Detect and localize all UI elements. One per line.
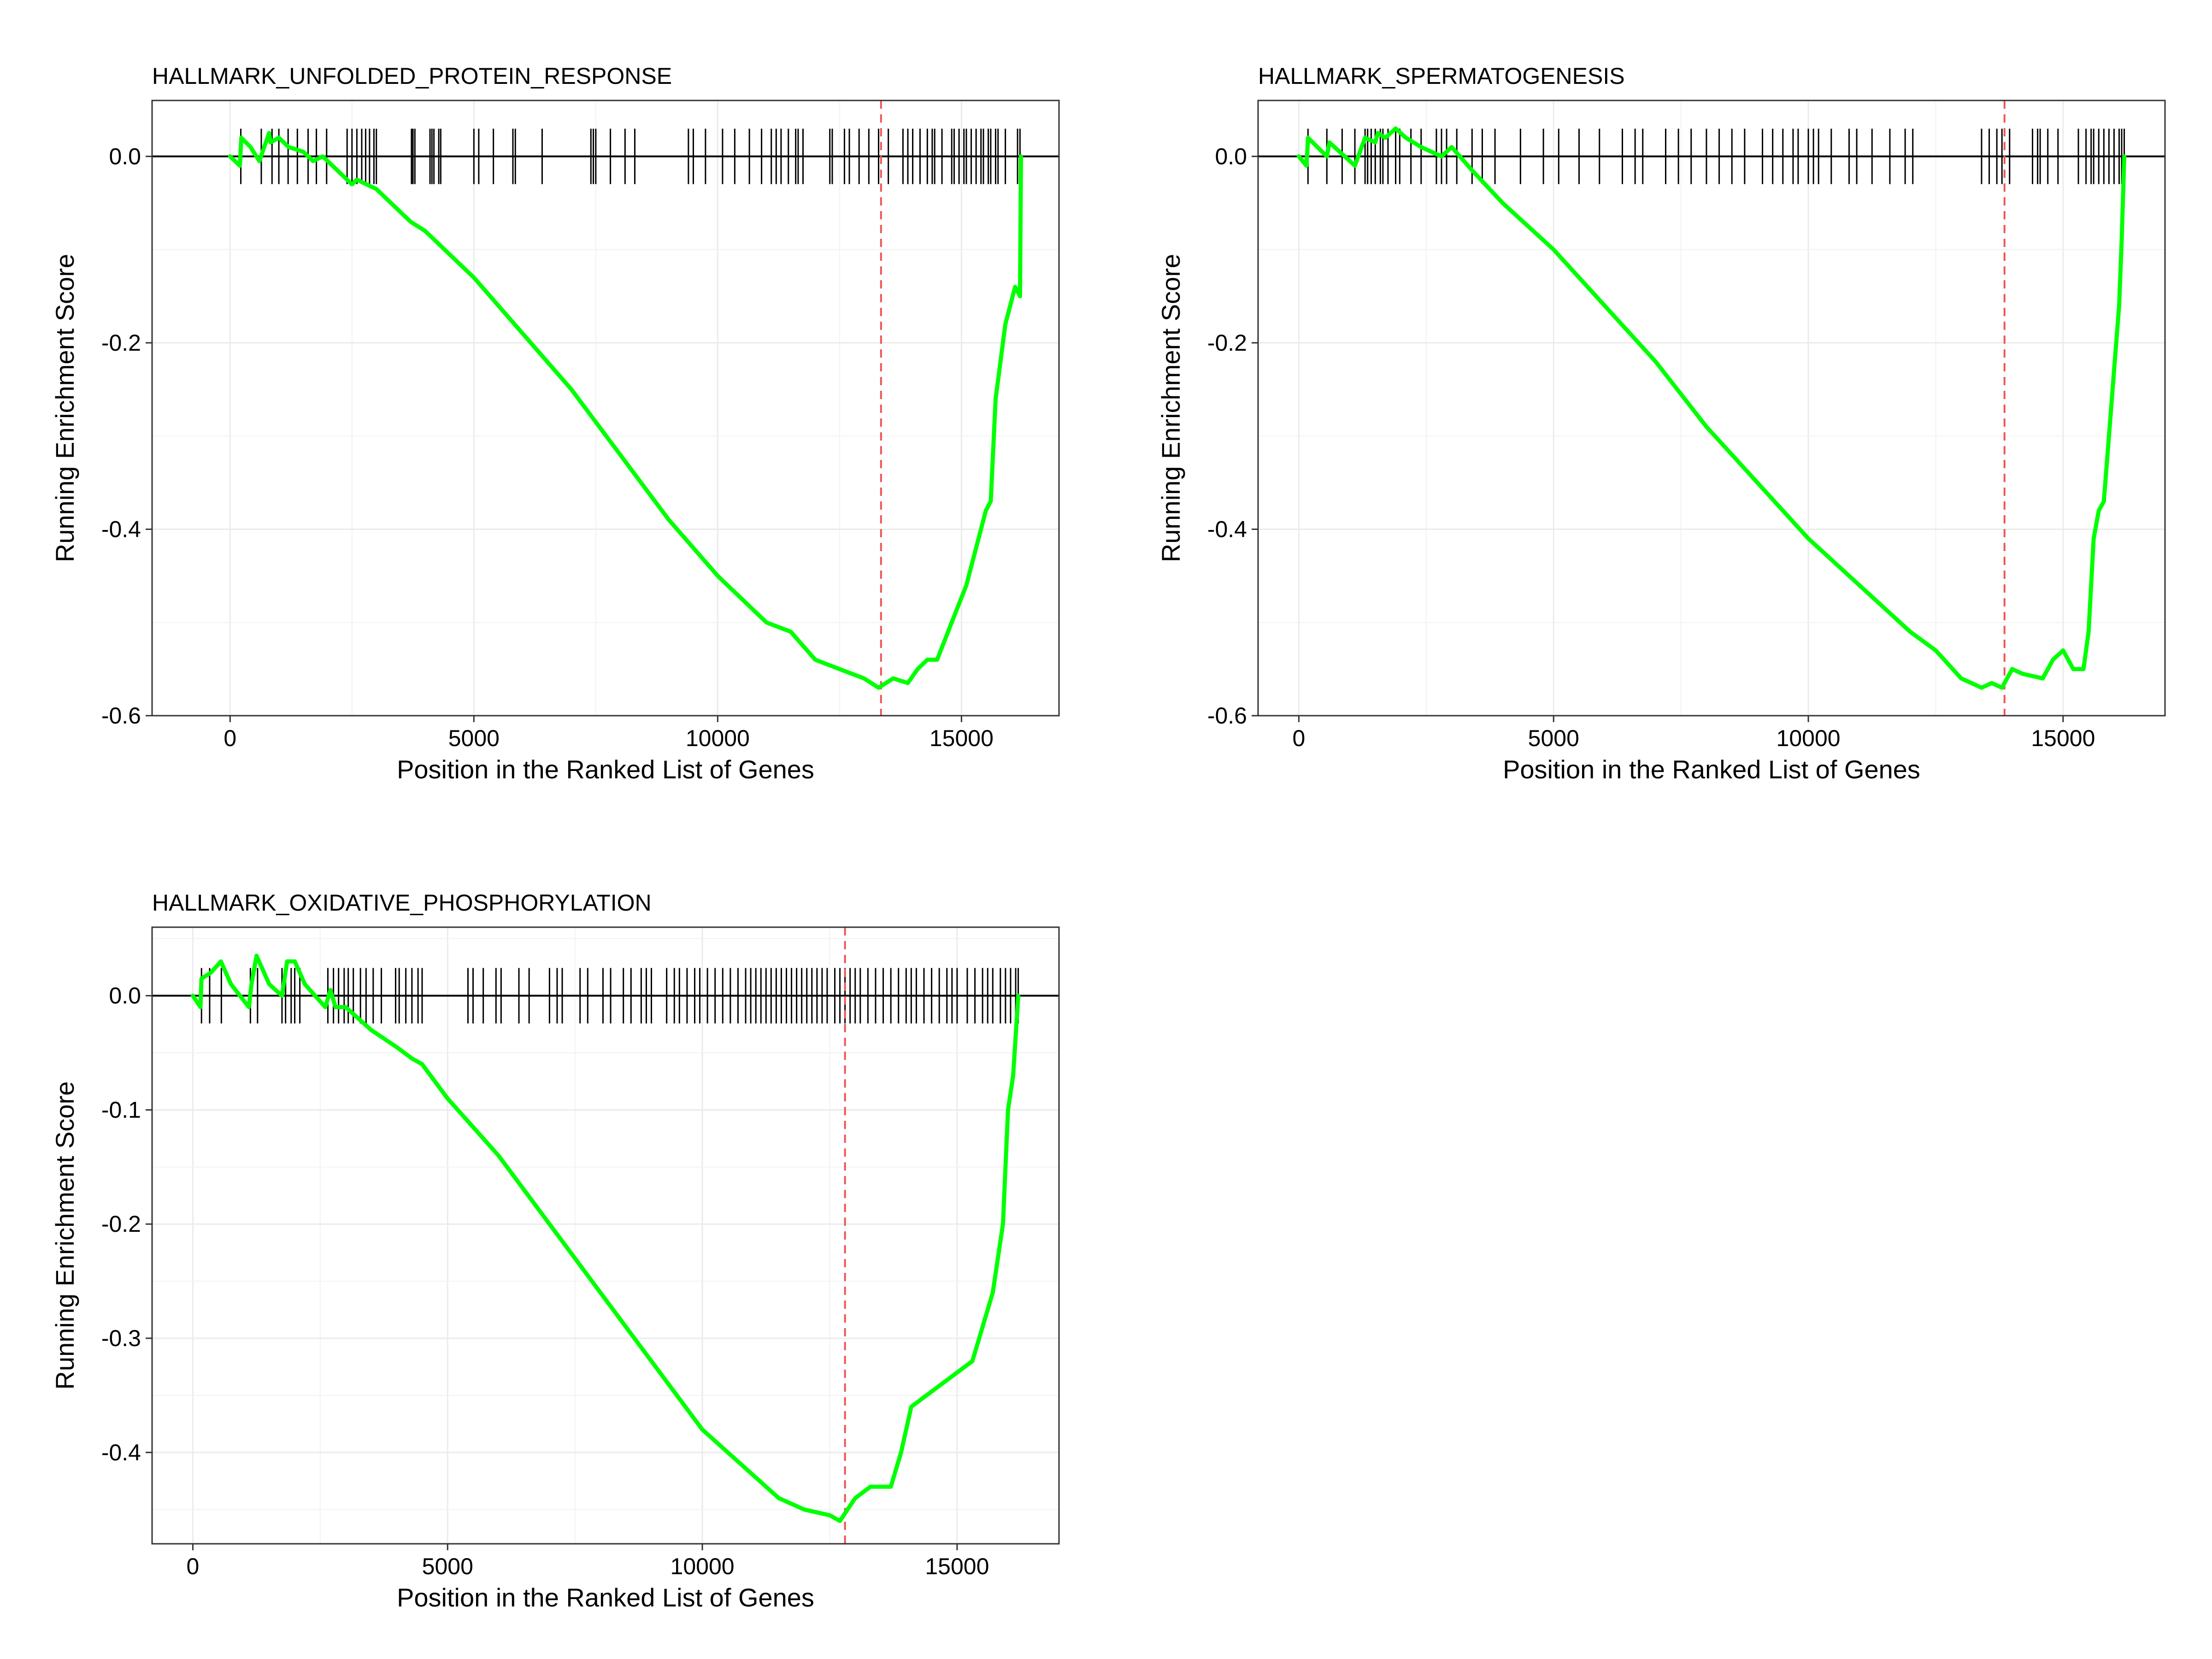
y-tick-label: -0.4 — [1207, 516, 1247, 542]
y-tick-label: -0.4 — [101, 1440, 141, 1465]
x-tick-label: 0 — [224, 725, 236, 751]
x-axis-label: Position in the Ranked List of Genes — [1503, 755, 1920, 784]
y-tick-label: -0.2 — [1207, 330, 1247, 356]
y-tick-label: -0.1 — [101, 1097, 141, 1123]
x-tick-label: 5000 — [448, 725, 500, 751]
y-tick-label: 0.0 — [109, 983, 141, 1009]
x-tick-label: 15000 — [930, 725, 994, 751]
x-axis-label: Position in the Ranked List of Genes — [397, 1583, 814, 1612]
x-tick-label: 15000 — [2031, 725, 2095, 751]
panel-unfolded-protein-response: 0 5000 10000 15000 0.0 -0.2 -0.4 -0.6 HALLMARK_U… — [50, 63, 1060, 784]
plot-background — [152, 100, 1059, 716]
panel-oxidative-phosphorylation: 0 5000 10000 15000 0.0 -0.1 -0.2 -0.3 -0.4 HALLMA… — [50, 890, 1060, 1612]
chart-title: HALLMARK_SPERMATOGENESIS — [1258, 63, 1625, 89]
y-axis-label: Running Enrichment Score — [50, 1081, 79, 1389]
y-tick-label: -0.4 — [101, 516, 141, 542]
y-tick-label: -0.2 — [101, 1211, 141, 1237]
panel-border — [1257, 100, 2166, 717]
chart-title: HALLMARK_OXIDATIVE_PHOSPHORYLATION — [152, 890, 652, 916]
x-tick-label: 10000 — [671, 1553, 735, 1579]
panel-border — [151, 100, 1060, 717]
x-tick-label: 0 — [1293, 725, 1306, 751]
y-axis-label: Running Enrichment Score — [50, 254, 79, 562]
y-tick-label: -0.2 — [101, 330, 141, 356]
plot-background — [1258, 100, 2165, 716]
panel-border — [151, 926, 1060, 1545]
x-tick-label: 0 — [187, 1553, 200, 1579]
y-axis-label: Running Enrichment Score — [1156, 254, 1185, 562]
grid-lines — [152, 927, 1059, 1544]
y-tick-label: -0.6 — [101, 703, 141, 729]
panel-spermatogenesis: 0 5000 10000 15000 0.0 -0.2 -0.4 -0.6 HALLMARK_S… — [1156, 63, 2166, 784]
chart-title: HALLMARK_UNFOLDED_PROTEIN_RESPONSE — [152, 63, 672, 89]
y-tick-label: 0.0 — [1215, 143, 1247, 169]
x-tick-label: 5000 — [1528, 725, 1579, 751]
x-tick-label: 10000 — [686, 725, 750, 751]
y-tick-label: 0.0 — [109, 143, 141, 169]
x-axis-label: Position in the Ranked List of Genes — [397, 755, 814, 784]
x-tick-label: 10000 — [1777, 725, 1841, 751]
plot-background — [152, 927, 1059, 1544]
x-tick-label: 15000 — [925, 1553, 989, 1579]
y-tick-label: -0.6 — [1207, 703, 1247, 729]
x-tick-label: 5000 — [422, 1553, 473, 1579]
y-tick-label: -0.3 — [101, 1325, 141, 1351]
enrichment-score-line — [1296, 126, 2127, 690]
enrichment-score-line — [228, 131, 1023, 690]
enrichment-score-line — [190, 953, 1021, 1523]
